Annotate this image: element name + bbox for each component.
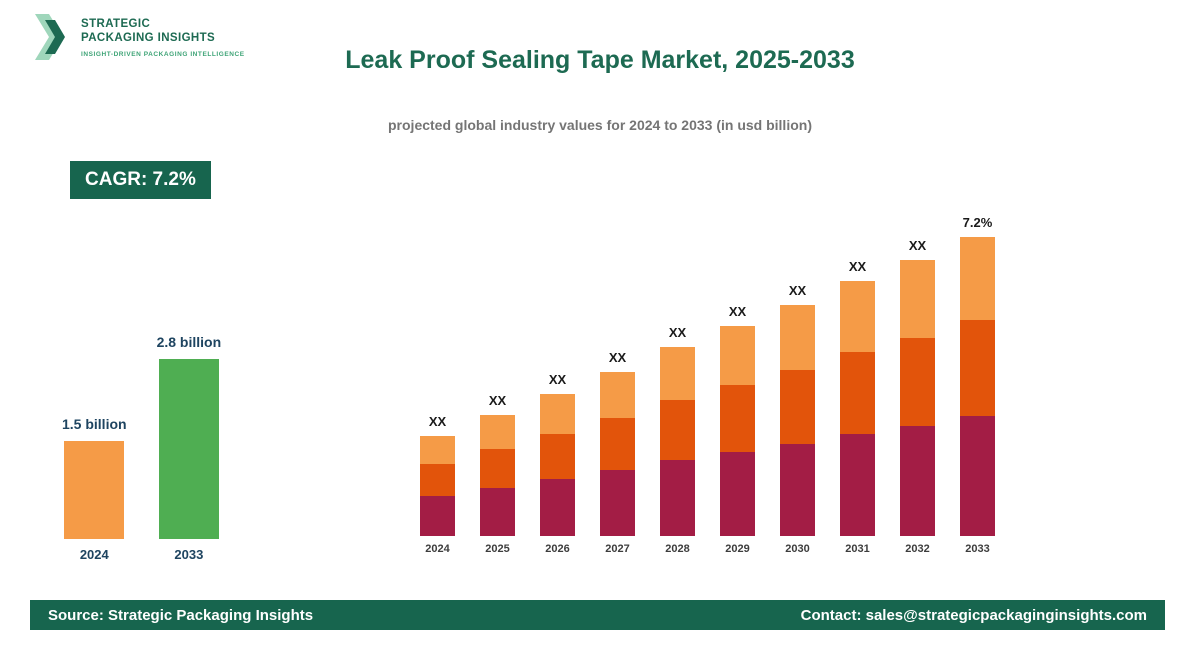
- stacked-bar-group-2028: XX 2028: [660, 325, 695, 555]
- stacked-bar-2026: [540, 394, 575, 536]
- stacked-bar-group-2032: XX 2032: [900, 238, 935, 555]
- stacked-bar-year-label: 2025: [485, 543, 510, 555]
- upper-segment: [420, 436, 455, 464]
- stacked-bar-value-label: XX: [908, 238, 927, 253]
- mini-bar-year-label: 2024: [79, 547, 109, 562]
- middle-segment: [720, 385, 755, 452]
- middle-segment: [840, 352, 875, 434]
- upper-segment: [480, 415, 515, 449]
- middle-segment: [900, 338, 935, 426]
- stacked-bar-group-2029: XX 2029: [720, 304, 755, 555]
- lower-segment: [420, 496, 455, 536]
- stacked-bar-year-label: 2029: [725, 543, 750, 555]
- middle-segment: [780, 370, 815, 444]
- lower-segment: [900, 426, 935, 536]
- page-subtitle: projected global industry values for 202…: [388, 117, 812, 133]
- upper-segment: [960, 237, 995, 320]
- stacked-bar-value-label: XX: [668, 325, 687, 340]
- stacked-bar-group-2025: XX 2025: [480, 393, 515, 555]
- mini-bar-value-label: 2.8 billion: [156, 334, 222, 350]
- stacked-bar-2031: [840, 281, 875, 536]
- upper-segment: [840, 281, 875, 352]
- brand-name-line1: STRATEGIC: [81, 18, 151, 30]
- stacked-bar-2033: [960, 237, 995, 536]
- footer-contact: Contact: sales@strategicpackaginginsight…: [800, 606, 1147, 624]
- stacked-bar-year-label: 2027: [605, 543, 630, 555]
- stacked-bar-group-2031: XX 2031: [840, 259, 875, 555]
- stacked-bar-value-label: XX: [608, 350, 627, 365]
- stacked-bar-group-2030: XX 2030: [780, 283, 815, 555]
- stacked-bar-value-label: XX: [488, 393, 507, 408]
- lower-segment: [600, 470, 635, 536]
- mini-bar-2033: [158, 359, 219, 539]
- mini-bar-group-2033: 2.8 billion 2033: [157, 334, 222, 562]
- cagr-badge: CAGR: 7.2%: [70, 161, 211, 199]
- stacked-bar-year-label: 2030: [785, 543, 810, 555]
- stacked-bar-group-2024: XX 2024: [420, 414, 455, 555]
- upper-segment: [660, 347, 695, 400]
- stacked-bar-2025: [480, 415, 515, 536]
- lower-segment: [720, 452, 755, 536]
- brand-name-line2: PACKAGING INSIGHTS: [81, 32, 216, 45]
- mini-bar-group-2024: 1.5 billion 2024: [62, 416, 127, 562]
- middle-segment: [600, 418, 635, 470]
- upper-segment: [600, 372, 635, 418]
- stacked-bar-value-label: XX: [548, 372, 567, 387]
- mini-bar-value-label: 1.5 billion: [62, 416, 127, 432]
- middle-segment: [960, 320, 995, 416]
- middle-segment: [480, 449, 515, 488]
- stacked-bar-year-label: 2033: [965, 543, 990, 555]
- chevron-logo-icon: [35, 14, 65, 60]
- brand-logo: STRATEGIC PACKAGING INSIGHTS INSIGHT-DRI…: [35, 14, 245, 60]
- stacked-bar-chart: XX 2024 XX 2025 XX 2026 XX 2027 XX 2028 XX 2029 XX 20…: [420, 213, 995, 555]
- stacked-bar-2030: [780, 305, 815, 536]
- stacked-bar-year-label: 2031: [845, 543, 870, 555]
- stacked-bar-2027: [600, 372, 635, 536]
- brand-tagline: INSIGHT-DRIVEN PACKAGING INTELLIGENCE: [81, 50, 245, 58]
- stacked-bar-2032: [900, 260, 935, 536]
- lower-segment: [540, 479, 575, 536]
- footer-source: Source: Strategic Packaging Insights: [48, 606, 314, 624]
- lower-segment: [960, 416, 995, 536]
- mini-chart: 1.5 billion 2024 2.8 billion 2033: [62, 325, 221, 562]
- mini-bar-2024: [64, 441, 125, 539]
- stacked-bar-year-label: 2032: [905, 543, 930, 555]
- middle-segment: [420, 464, 455, 496]
- stacked-bar-value-label: XX: [428, 414, 447, 429]
- brand-text: STRATEGIC PACKAGING INSIGHTS INSIGHT-DRI…: [81, 14, 245, 58]
- stacked-bar-2024: [420, 436, 455, 536]
- stacked-bar-year-label: 2026: [545, 543, 570, 555]
- middle-segment: [540, 434, 575, 479]
- stacked-bar-year-label: 2028: [665, 543, 690, 555]
- stacked-bar-year-label: 2024: [425, 543, 450, 555]
- stacked-bar-2028: [660, 347, 695, 536]
- lower-segment: [480, 488, 515, 536]
- middle-segment: [660, 400, 695, 460]
- lower-segment: [660, 460, 695, 536]
- upper-segment: [780, 305, 815, 370]
- upper-segment: [900, 260, 935, 338]
- upper-segment: [720, 326, 755, 385]
- stacked-bar-value-label: XX: [788, 283, 807, 298]
- stacked-bar-value-label: 7.2%: [962, 215, 993, 230]
- stacked-bar-group-2026: XX 2026: [540, 372, 575, 555]
- stacked-bar-value-label: XX: [728, 304, 747, 319]
- stacked-bar-group-2027: XX 2027: [600, 350, 635, 555]
- footer-bar: Source: Strategic Packaging Insights Con…: [30, 600, 1165, 630]
- page-title: Leak Proof Sealing Tape Market, 2025-203…: [345, 46, 855, 74]
- upper-segment: [540, 394, 575, 434]
- lower-segment: [780, 444, 815, 536]
- stacked-bar-group-2033: 7.2% 2033: [960, 215, 995, 555]
- stacked-bar-value-label: XX: [848, 259, 867, 274]
- stacked-bar-2029: [720, 326, 755, 536]
- mini-bar-year-label: 2033: [174, 547, 204, 562]
- lower-segment: [840, 434, 875, 536]
